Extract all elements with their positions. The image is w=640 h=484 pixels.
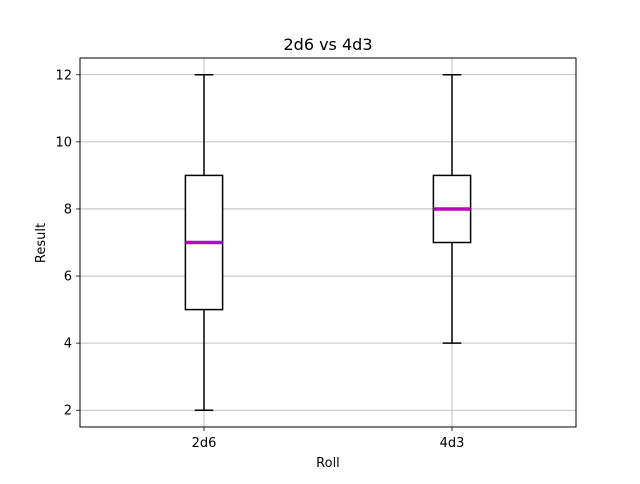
y-tick-label: 10 xyxy=(55,135,72,150)
plot-area-frame xyxy=(79,57,577,428)
y-tick-label: 12 xyxy=(55,68,72,83)
x-tick-label: 4d3 xyxy=(440,436,465,451)
y-tick-label: 2 xyxy=(64,404,72,419)
y-tick-label: 6 xyxy=(64,270,72,285)
y-tick-label: 8 xyxy=(64,202,72,217)
y-axis-label: Result xyxy=(34,223,49,263)
grid-lines xyxy=(80,58,576,427)
x-axis-label: Roll xyxy=(316,456,340,471)
chart-title: 2d6 vs 4d3 xyxy=(283,35,372,54)
x-tick-label: 2d6 xyxy=(192,436,217,451)
tick-labels: 2 4 6 8 10 12 2d6 4d3 xyxy=(55,68,464,451)
y-tick-label: 4 xyxy=(64,337,72,352)
box-plots xyxy=(184,74,472,411)
